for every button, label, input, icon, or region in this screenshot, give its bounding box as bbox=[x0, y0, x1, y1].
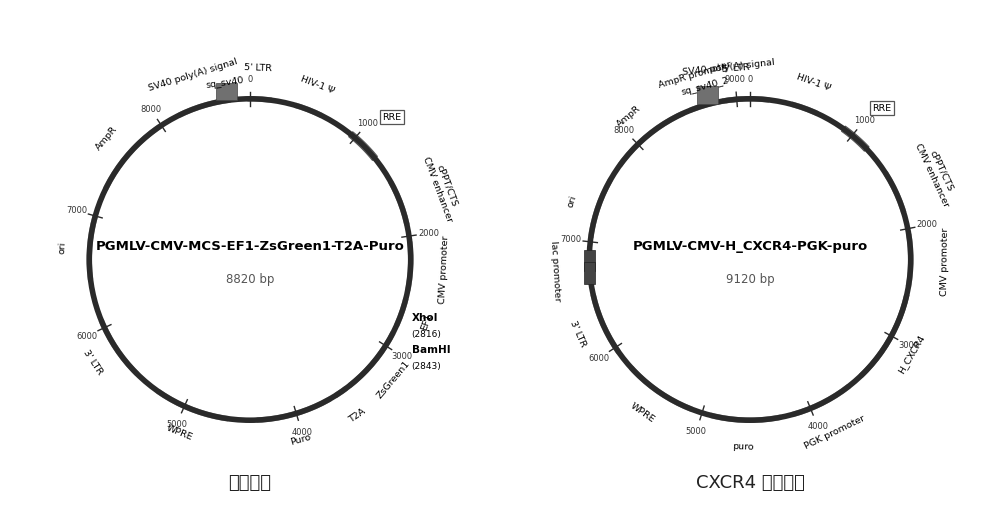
Polygon shape bbox=[155, 389, 229, 421]
Text: sq_sv40_2: sq_sv40_2 bbox=[680, 76, 730, 97]
Text: BamHI: BamHI bbox=[412, 346, 450, 356]
Text: WPRE: WPRE bbox=[628, 401, 656, 425]
Text: 0: 0 bbox=[247, 75, 253, 84]
Text: AmpR: AmpR bbox=[615, 104, 643, 129]
Text: ZsGreen1: ZsGreen1 bbox=[375, 360, 412, 401]
Text: (2816): (2816) bbox=[412, 330, 441, 339]
Polygon shape bbox=[294, 103, 323, 118]
Text: Puro: Puro bbox=[289, 433, 312, 447]
Polygon shape bbox=[99, 317, 139, 376]
Text: 4000: 4000 bbox=[807, 422, 828, 431]
Polygon shape bbox=[750, 97, 770, 102]
Text: RRE: RRE bbox=[382, 113, 401, 121]
Bar bbox=[584, 250, 595, 271]
Text: (2843): (2843) bbox=[412, 362, 441, 371]
Text: PGMLV-CMV-MCS-EF1-ZsGreen1-T2A-Puro: PGMLV-CMV-MCS-EF1-ZsGreen1-T2A-Puro bbox=[96, 240, 404, 253]
Polygon shape bbox=[857, 294, 909, 379]
Text: PGK promoter: PGK promoter bbox=[803, 414, 866, 452]
Polygon shape bbox=[405, 241, 413, 293]
Text: H_CXCR4: H_CXCR4 bbox=[897, 333, 927, 375]
Polygon shape bbox=[103, 124, 163, 195]
Text: HIV-1 Ψ: HIV-1 Ψ bbox=[795, 73, 832, 93]
Text: 8820 bp: 8820 bp bbox=[226, 272, 274, 285]
Text: 2000: 2000 bbox=[917, 221, 938, 229]
Polygon shape bbox=[629, 365, 692, 412]
Polygon shape bbox=[707, 413, 781, 422]
Polygon shape bbox=[253, 397, 331, 422]
Text: CMV promoter: CMV promoter bbox=[940, 228, 950, 296]
FancyBboxPatch shape bbox=[697, 86, 718, 104]
Text: CXCR4 表达质粒: CXCR4 表达质粒 bbox=[696, 474, 804, 491]
Text: EF1: EF1 bbox=[420, 312, 434, 331]
Polygon shape bbox=[588, 178, 613, 242]
Text: lac promoter: lac promoter bbox=[549, 241, 562, 302]
Polygon shape bbox=[248, 97, 250, 101]
Polygon shape bbox=[176, 98, 231, 117]
Text: 7000: 7000 bbox=[560, 235, 581, 244]
Text: 8000: 8000 bbox=[614, 126, 635, 135]
Polygon shape bbox=[389, 181, 409, 225]
Polygon shape bbox=[394, 298, 408, 326]
Polygon shape bbox=[591, 291, 621, 353]
Text: cPPT/CTS
CMV enhancer: cPPT/CTS CMV enhancer bbox=[913, 138, 960, 209]
Text: CMV promoter: CMV promoter bbox=[438, 235, 451, 304]
Polygon shape bbox=[349, 132, 377, 160]
Text: cPPT/CTS
CMV enhancer: cPPT/CTS CMV enhancer bbox=[421, 152, 463, 223]
Polygon shape bbox=[725, 97, 750, 103]
Text: HIV-1 Ψ: HIV-1 Ψ bbox=[300, 74, 336, 95]
Text: 原始质粒: 原始质粒 bbox=[228, 474, 272, 491]
Text: AmpR: AmpR bbox=[94, 125, 119, 152]
Polygon shape bbox=[334, 386, 348, 398]
Text: 9120 bp: 9120 bp bbox=[726, 272, 774, 285]
Text: 7000: 7000 bbox=[66, 206, 87, 215]
Text: 1000: 1000 bbox=[854, 116, 875, 125]
Text: sq_sv40: sq_sv40 bbox=[206, 76, 245, 90]
Text: 6000: 6000 bbox=[76, 332, 97, 340]
FancyBboxPatch shape bbox=[216, 83, 237, 100]
Polygon shape bbox=[347, 332, 395, 388]
Text: 3000: 3000 bbox=[392, 352, 413, 361]
Text: 8000: 8000 bbox=[140, 104, 161, 114]
Polygon shape bbox=[722, 97, 742, 104]
Text: 4000: 4000 bbox=[291, 428, 312, 436]
Polygon shape bbox=[842, 126, 869, 151]
Text: 3000: 3000 bbox=[898, 341, 919, 350]
Text: XhoI: XhoI bbox=[412, 313, 438, 323]
Text: ori: ori bbox=[566, 194, 578, 208]
Text: 5' LTR: 5' LTR bbox=[721, 63, 750, 74]
Text: 2000: 2000 bbox=[418, 229, 439, 238]
Polygon shape bbox=[789, 385, 850, 417]
Text: 5' LTR: 5' LTR bbox=[244, 63, 272, 73]
Text: 9000: 9000 bbox=[725, 75, 746, 84]
Text: WPRE: WPRE bbox=[165, 424, 194, 443]
Text: puro: puro bbox=[732, 442, 754, 452]
Polygon shape bbox=[617, 111, 684, 170]
Text: T2A: T2A bbox=[347, 407, 367, 425]
Text: RRE: RRE bbox=[872, 103, 891, 113]
Text: ori: ori bbox=[58, 242, 68, 255]
Polygon shape bbox=[688, 99, 721, 113]
Text: 6000: 6000 bbox=[588, 353, 610, 363]
Text: 3' LTR: 3' LTR bbox=[568, 319, 587, 348]
Polygon shape bbox=[87, 215, 98, 284]
Text: SV40 poly(A) signal: SV40 poly(A) signal bbox=[148, 57, 239, 93]
Text: 5000: 5000 bbox=[166, 420, 187, 429]
Text: 3' LTR: 3' LTR bbox=[82, 348, 105, 376]
Text: 5000: 5000 bbox=[686, 427, 707, 436]
Polygon shape bbox=[906, 234, 913, 289]
Text: AmpR promoter: AmpR promoter bbox=[658, 60, 732, 90]
Bar bbox=[584, 262, 595, 284]
Text: SV40 poly(A) signal: SV40 poly(A) signal bbox=[682, 58, 775, 77]
Polygon shape bbox=[250, 97, 273, 103]
Polygon shape bbox=[883, 171, 906, 213]
Text: 1000: 1000 bbox=[357, 118, 378, 128]
Text: 0: 0 bbox=[747, 75, 753, 84]
Polygon shape bbox=[791, 102, 819, 116]
Text: PGMLV-CMV-H_CXCR4-PGK-puro: PGMLV-CMV-H_CXCR4-PGK-puro bbox=[632, 240, 868, 253]
